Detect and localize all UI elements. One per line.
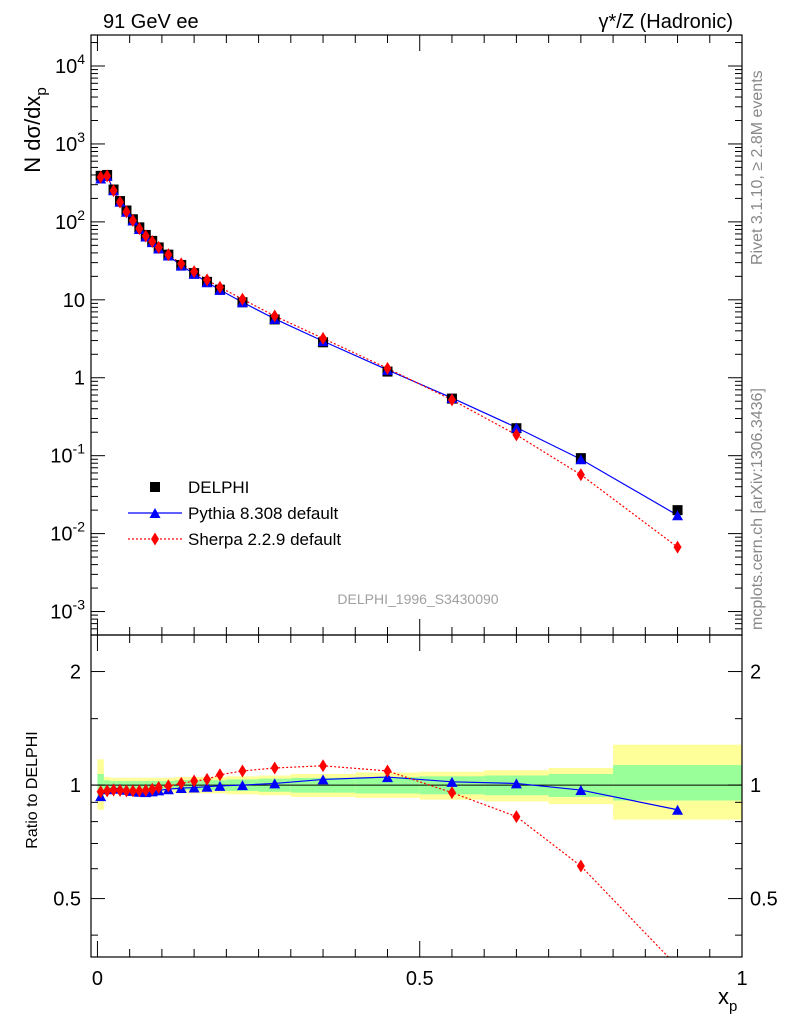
main-ytick-label: 1 bbox=[74, 368, 85, 390]
ratio-sherpa-point bbox=[203, 772, 212, 786]
ratio-sherpa-point bbox=[122, 784, 131, 798]
ratio-sherpa-point bbox=[103, 784, 112, 798]
xtick-label: 0.5 bbox=[406, 968, 434, 990]
main-ytick-label: 10 bbox=[63, 290, 85, 312]
sherpa-point bbox=[447, 393, 456, 407]
main-ytick-label: 10-2 bbox=[50, 519, 85, 546]
ratio-ytick-label: 1 bbox=[70, 775, 81, 797]
ratio-sherpa-point bbox=[674, 960, 682, 973]
ratio-sherpa-point bbox=[164, 779, 173, 793]
ratio-sherpa-point bbox=[447, 786, 456, 800]
ratio-sherpa-point bbox=[238, 764, 247, 778]
main-ytick-label: 10-1 bbox=[50, 441, 85, 468]
sherpa-point bbox=[154, 240, 163, 254]
ratio-pythia-point bbox=[188, 782, 200, 793]
ratio-pythia-point bbox=[201, 781, 213, 792]
ratio-pythia-point bbox=[317, 774, 329, 785]
legend-label: Sherpa 2.2.9 default bbox=[188, 530, 341, 549]
legend-delphi-marker bbox=[150, 482, 160, 492]
xlabel: xp bbox=[718, 984, 737, 1015]
ratio-ytick-label: 2 bbox=[70, 662, 81, 684]
pythia-line bbox=[100, 175, 678, 516]
sherpa-point bbox=[215, 280, 224, 294]
main-ytick-label: 104 bbox=[55, 51, 85, 78]
main-ylabel: N dσ/dxp bbox=[20, 87, 50, 173]
sherpa-point bbox=[383, 361, 392, 375]
sherpa-point bbox=[190, 265, 199, 279]
ratio-sherpa-point bbox=[135, 784, 144, 798]
ratio-pythia-point bbox=[269, 778, 281, 789]
ratio-sherpa-point bbox=[270, 761, 279, 775]
ratio-ylabel: Ratio to DELPHI bbox=[24, 731, 41, 848]
ratio-ytick-label-right: 2 bbox=[750, 662, 761, 684]
ratio-sherpa-point bbox=[96, 785, 105, 799]
pythia-point bbox=[672, 510, 684, 521]
sherpa-point bbox=[109, 184, 118, 198]
main-ytick-label: 102 bbox=[55, 207, 85, 234]
ratio-sherpa-point bbox=[576, 859, 585, 873]
sherpa-point bbox=[116, 195, 125, 209]
sherpa-point bbox=[103, 169, 112, 183]
ratio-sherpa-point bbox=[190, 774, 199, 788]
ratio-sherpa-point bbox=[512, 810, 521, 824]
pythia-point bbox=[575, 454, 587, 465]
ratio-ytick-label-right: 1 bbox=[750, 775, 761, 797]
sherpa-point bbox=[270, 309, 279, 323]
sherpa-point bbox=[96, 170, 105, 184]
ratio-frame bbox=[90, 634, 743, 958]
ratio-sherpa-point bbox=[154, 781, 163, 795]
ratio-pythia-point bbox=[236, 780, 248, 791]
sherpa-point bbox=[141, 229, 150, 243]
sherpa-point bbox=[203, 273, 212, 287]
ratio-sherpa-point bbox=[383, 764, 392, 778]
ratio-sherpa-point bbox=[109, 783, 118, 797]
mcplots-label: mcplots.cern.ch [arXiv:1306.3436] bbox=[749, 388, 766, 630]
ratio-pythia-point bbox=[575, 785, 587, 796]
sherpa-point bbox=[576, 468, 585, 482]
sherpa-point bbox=[164, 248, 173, 262]
sherpa-point bbox=[512, 428, 521, 442]
sherpa-point bbox=[177, 257, 186, 271]
sherpa-point bbox=[122, 205, 131, 219]
legend-label: DELPHI bbox=[188, 478, 249, 497]
sherpa-point bbox=[148, 235, 157, 249]
ratio-pythia-point bbox=[214, 780, 226, 791]
xtick-label: 1 bbox=[736, 968, 747, 990]
sherpa-point bbox=[673, 540, 682, 554]
ratio-ytick-label-right: 0.5 bbox=[750, 889, 778, 911]
analysis-tag: DELPHI_1996_S3430090 bbox=[337, 591, 498, 607]
legend-label: Pythia 8.308 default bbox=[188, 504, 339, 523]
sherpa-point bbox=[319, 331, 328, 345]
legend-sherpa-marker bbox=[151, 532, 159, 546]
ratio-sherpa-point bbox=[215, 768, 224, 782]
sherpa-point bbox=[238, 292, 247, 306]
header-right-label: γ*/Z (Hadronic) bbox=[599, 11, 733, 33]
ratio-sherpa-point bbox=[128, 784, 137, 798]
pythia-point bbox=[510, 422, 522, 433]
ratio-pythia-point bbox=[446, 776, 458, 787]
ratio-pythia-point bbox=[672, 804, 684, 815]
ratio-sherpa-point bbox=[148, 782, 157, 796]
legend-pythia-marker bbox=[149, 508, 161, 518]
sherpa-point bbox=[135, 222, 144, 236]
ratio-sherpa-point bbox=[177, 776, 186, 790]
delphi-point bbox=[672, 505, 683, 516]
ratio-sherpa-point bbox=[116, 783, 125, 797]
ratio-band-inner bbox=[613, 765, 742, 801]
ratio-sherpa-point bbox=[141, 783, 150, 797]
main-ytick-label: 10-3 bbox=[50, 597, 85, 624]
ratio-series-group bbox=[95, 759, 684, 973]
header-left-label: 91 GeV ee bbox=[103, 11, 199, 33]
main-ytick-label: 103 bbox=[55, 129, 85, 156]
rivet-label: Rivet 3.1.10, ≥ 2.8M events bbox=[749, 70, 766, 265]
ratio-ytick-label: 0.5 bbox=[53, 889, 81, 911]
sherpa-point bbox=[128, 214, 137, 228]
ratio-pythia-point bbox=[510, 778, 522, 789]
ratio-sherpa-point bbox=[319, 759, 328, 773]
xtick-label: 0 bbox=[92, 968, 103, 990]
